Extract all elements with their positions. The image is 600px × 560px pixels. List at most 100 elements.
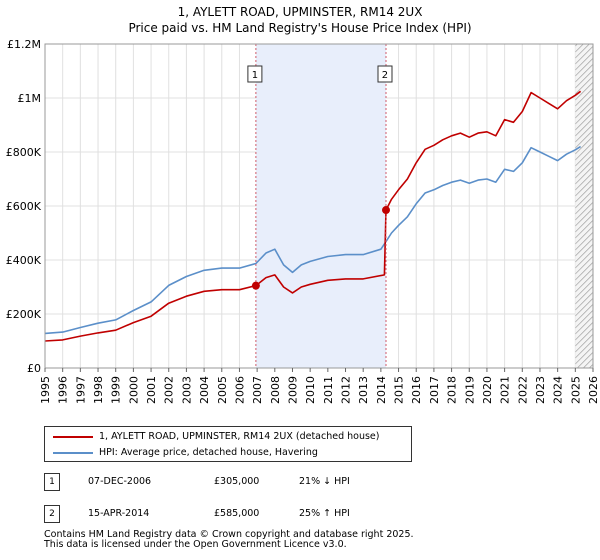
hatch-line: [575, 136, 593, 155]
legend-swatch-hpi: [53, 452, 93, 454]
marker-label: 1: [252, 70, 258, 81]
x-tick-label: 2017: [428, 376, 441, 404]
hatch-line: [575, 44, 578, 47]
hatch-line: [575, 10, 593, 28]
x-tick-label: 2025: [569, 376, 582, 404]
hatch-line: [575, 44, 584, 53]
hatch-line: [575, 184, 593, 203]
marker-box: [247, 65, 263, 83]
hatch-line: [575, 226, 593, 245]
hatch-line: [588, 364, 593, 368]
sale-point: [381, 206, 390, 215]
x-tick-label: 2015: [393, 376, 406, 404]
hatch-line: [575, 280, 593, 299]
footer-line: Contains HM Land Registry data © Crown c…: [44, 529, 414, 540]
hatch-line: [575, 106, 593, 125]
x-tick-label: 2004: [198, 376, 211, 404]
hatch-line: [575, 304, 593, 323]
x-tick-label: 2001: [145, 376, 158, 404]
chart: 1, AYLETT ROAD, UPMINSTER, RM14 2UX Pric…: [6, 0, 600, 404]
marker-box: [377, 65, 393, 83]
hatch-line: [575, 232, 593, 251]
hatch-line: [575, 190, 593, 209]
x-tick-label: 2026: [587, 376, 600, 404]
hatch-line: [575, 334, 593, 353]
transaction-date: 07-DEC-2006: [88, 476, 152, 487]
legend: 1, AYLETT ROAD, UPMINSTER, RM14 2UX (det…: [44, 426, 412, 462]
hatch-line: [575, 0, 593, 16]
x-tick-label: 1997: [74, 376, 87, 404]
hatch-line: [575, 76, 593, 95]
hatch-line: [575, 238, 593, 257]
x-tick-label: 2011: [322, 376, 335, 404]
legend-label-hpi: HPI: Average price, detached house, Have…: [99, 447, 318, 458]
transaction-number: 1: [44, 473, 60, 491]
y-tick-label: £1M: [18, 92, 42, 105]
y-tick-label: £600K: [6, 200, 42, 213]
forecast-region: [575, 44, 593, 368]
hatch-line: [575, 208, 593, 227]
y-tick-label: £1.2M: [7, 38, 41, 51]
hatch-line: [575, 154, 593, 173]
transaction-date: 15-APR-2014: [88, 508, 150, 519]
x-tick-label: 1998: [92, 376, 105, 404]
y-tick-label: £200K: [6, 308, 42, 321]
hatch-line: [575, 328, 593, 347]
x-tick-label: 2018: [446, 376, 459, 404]
transaction-hpi: 25% ↑ HPI: [299, 508, 350, 519]
transaction-price: £305,000: [214, 476, 260, 487]
sale-point: [251, 281, 260, 290]
hatch-line: [582, 358, 593, 368]
hatch-line: [575, 58, 593, 77]
x-tick-label: 2020: [481, 376, 494, 404]
x-tick-label: 2006: [233, 376, 246, 404]
hatch-line: [575, 346, 593, 365]
hatch-line: [575, 46, 593, 65]
x-tick-label: 2016: [410, 376, 423, 404]
x-tick-label: 2007: [251, 376, 264, 404]
transaction-number: 2: [44, 505, 60, 523]
hatch-line: [575, 44, 590, 59]
hatch-line: [575, 22, 593, 40]
hatch-line: [575, 4, 593, 22]
chart-subtitle: Price paid vs. HM Land Registry's House …: [128, 21, 471, 35]
hatch-line: [575, 220, 593, 239]
x-tick-label: 2010: [304, 376, 317, 404]
x-tick-label: 2013: [357, 376, 370, 404]
hatch-line: [575, 112, 593, 131]
footer-line: This data is licensed under the Open Gov…: [44, 539, 347, 550]
plot-frame: [44, 43, 594, 369]
y-tick-label: £0: [27, 362, 41, 375]
hatch-line: [575, 244, 593, 263]
x-tick-label: 2014: [375, 376, 388, 404]
hatch-line: [575, 100, 593, 119]
hatch-line: [575, 16, 593, 34]
hatch-line: [575, 0, 593, 4]
hatch-line: [575, 262, 593, 281]
hatch-line: [575, 178, 593, 197]
legend-label-property: 1, AYLETT ROAD, UPMINSTER, RM14 2UX (det…: [99, 431, 380, 442]
hatch-line: [575, 0, 593, 10]
x-tick-label: 2021: [499, 376, 512, 404]
marker-label: 2: [382, 70, 388, 81]
y-tick-label: £800K: [6, 146, 42, 159]
y-tick-label: £400K: [6, 254, 42, 267]
x-tick-label: 2023: [534, 376, 547, 404]
hatch-line: [575, 256, 593, 275]
hatch-line: [575, 148, 593, 167]
x-tick-label: 2008: [269, 376, 282, 404]
x-tick-label: 1999: [110, 376, 123, 404]
hatch-line: [575, 124, 593, 143]
hatch-line: [575, 118, 593, 137]
x-tick-label: 2005: [216, 376, 229, 404]
x-tick-label: 2000: [127, 376, 140, 404]
hatch-line: [575, 52, 593, 71]
legend-swatch-property: [53, 436, 93, 438]
hatch-line: [575, 94, 593, 113]
footer: Contains HM Land Registry data © Crown c…: [44, 530, 414, 550]
hatch-line: [575, 70, 593, 89]
x-tick-label: 2012: [340, 376, 353, 404]
hatch-line: [575, 196, 593, 215]
transaction-hpi: 21% ↓ HPI: [299, 476, 350, 487]
hatch-line: [575, 82, 593, 101]
